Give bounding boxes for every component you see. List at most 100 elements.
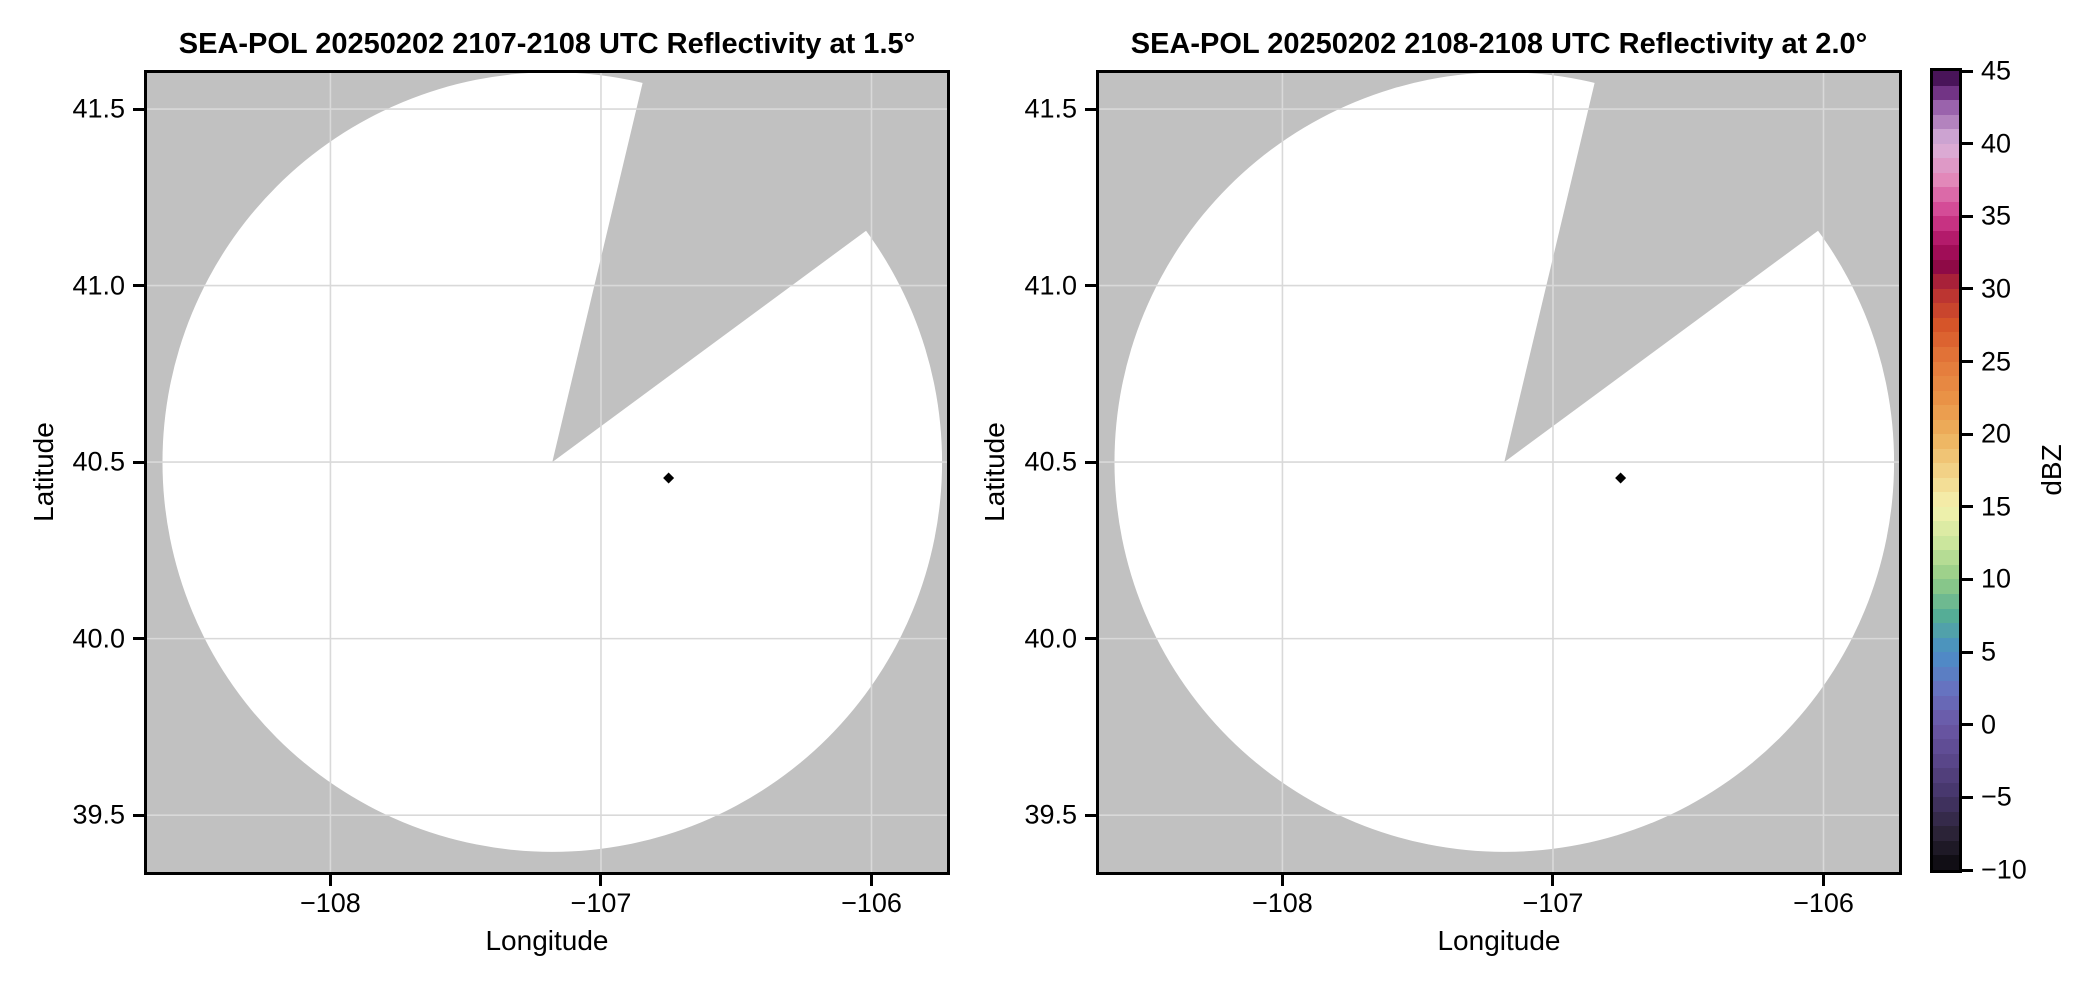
missing-sector-wedge [1504,73,1899,463]
missing-sector-wedge [552,73,947,463]
colorbar-tick-label: −5 [1981,781,2012,812]
y-tick-label: 39.5 [72,799,125,830]
colorbar-tick-mark [1962,723,1973,727]
y-tick-mark [133,637,144,641]
colorbar-tick-mark [1962,577,1973,581]
colorbar-tick-label: 20 [1981,418,2012,449]
colorbar-band [1933,637,1959,653]
y-tick-mark [1085,637,1096,641]
x-tick-label: −107 [570,888,632,918]
radar-ppi-plot-right [1096,70,1902,875]
y-tick-label: 41.0 [1024,270,1077,301]
colorbar-band [1933,710,1959,726]
y-tick-label: 41.5 [1024,93,1077,124]
colorbar-tick-label: 10 [1981,563,2012,594]
colorbar-band [1933,245,1959,261]
colorbar-tick-mark [1962,69,1973,73]
colorbar-band [1933,550,1959,566]
colorbar-band [1933,492,1959,508]
x-tick-mark [328,875,332,886]
y-tick-mark [133,107,144,111]
colorbar-tick-mark [1962,214,1973,218]
colorbar-band [1933,855,1959,870]
x-tick-label: −106 [1793,888,1854,918]
colorbar-band [1933,129,1959,145]
colorbar-band [1933,564,1959,580]
colorbar-band [1933,201,1959,217]
colorbar-tick-label: 15 [1981,491,2012,522]
colorbar-band [1933,840,1959,856]
site-marker-diamond [1615,472,1627,484]
colorbar-band [1933,216,1959,232]
colorbar-band [1933,463,1959,479]
colorbar-tick-label: 40 [1981,128,2012,159]
colorbar-band [1933,666,1959,682]
y-tick-label: 41.0 [72,270,125,301]
colorbar-tick-mark [1962,360,1973,364]
radar-scan-canvas [147,73,947,872]
colorbar-tick-label: −10 [1981,854,2027,885]
colorbar-band [1933,782,1959,798]
colorbar-band [1933,259,1959,275]
colorbar-band [1933,288,1959,304]
x-tick-label: −106 [841,888,902,918]
radar-scan-canvas [1099,73,1899,872]
colorbar-band [1933,376,1959,392]
x-tick-mark [599,875,603,886]
colorbar-band [1933,739,1959,755]
colorbar-tick-label: 0 [1981,709,1997,740]
colorbar-band [1933,535,1959,551]
colorbar-band [1933,608,1959,624]
colorbar-band [1933,71,1959,87]
colorbar-band [1933,390,1959,406]
y-axis-label-right: Latitude [979,422,1010,522]
colorbar-band [1933,434,1959,450]
y-tick-label: 41.5 [72,93,125,124]
colorbar-tick-label: 45 [1981,55,2012,86]
colorbar-tick-mark [1962,650,1973,654]
x-axis-label-left: Longitude [485,925,609,956]
colorbar-band [1933,652,1959,668]
colorbar-band [1933,158,1959,174]
colorbar-band [1933,521,1959,537]
colorbar-band [1933,172,1959,188]
colorbar-tick-mark [1962,505,1973,509]
colorbar-tick-mark [1962,868,1973,872]
colorbar-band [1933,274,1959,290]
y-tick-mark [133,284,144,288]
colorbar-band [1933,579,1959,595]
colorbar-band [1933,768,1959,784]
y-tick-label: 40.0 [72,623,125,654]
colorbar-band [1933,724,1959,740]
y-tick-mark [1085,460,1096,464]
colorbar-band [1933,506,1959,522]
y-tick-mark [1085,813,1096,817]
site-marker-diamond [663,472,675,484]
colorbar-band [1933,797,1959,813]
y-tick-mark [133,813,144,817]
colorbar-band [1933,593,1959,609]
x-tick-label: −108 [300,888,361,918]
colorbar-band [1933,477,1959,493]
colorbar-band [1933,187,1959,203]
colorbar-tick-mark [1962,287,1973,291]
colorbar-band [1933,332,1959,348]
y-axis-label-left: Latitude [28,422,59,522]
colorbar-label: dBZ [2036,444,2067,496]
colorbar-band [1933,448,1959,464]
colorbar-tick-label: 5 [1981,636,1997,667]
y-tick-label: 40.5 [72,446,125,477]
y-tick-label: 40.5 [1024,446,1077,477]
colorbar-tick-mark [1962,142,1973,146]
colorbar-band [1933,681,1959,697]
x-tick-mark [1822,875,1826,886]
colorbar-tick-mark [1962,795,1973,799]
colorbar-band [1933,85,1959,101]
colorbar-band [1933,230,1959,246]
colorbar-band [1933,303,1959,319]
colorbar-band [1933,826,1959,842]
colorbar [1930,68,1962,873]
colorbar-tick-label: 25 [1981,346,2012,377]
colorbar-band [1933,405,1959,421]
colorbar-band [1933,695,1959,711]
